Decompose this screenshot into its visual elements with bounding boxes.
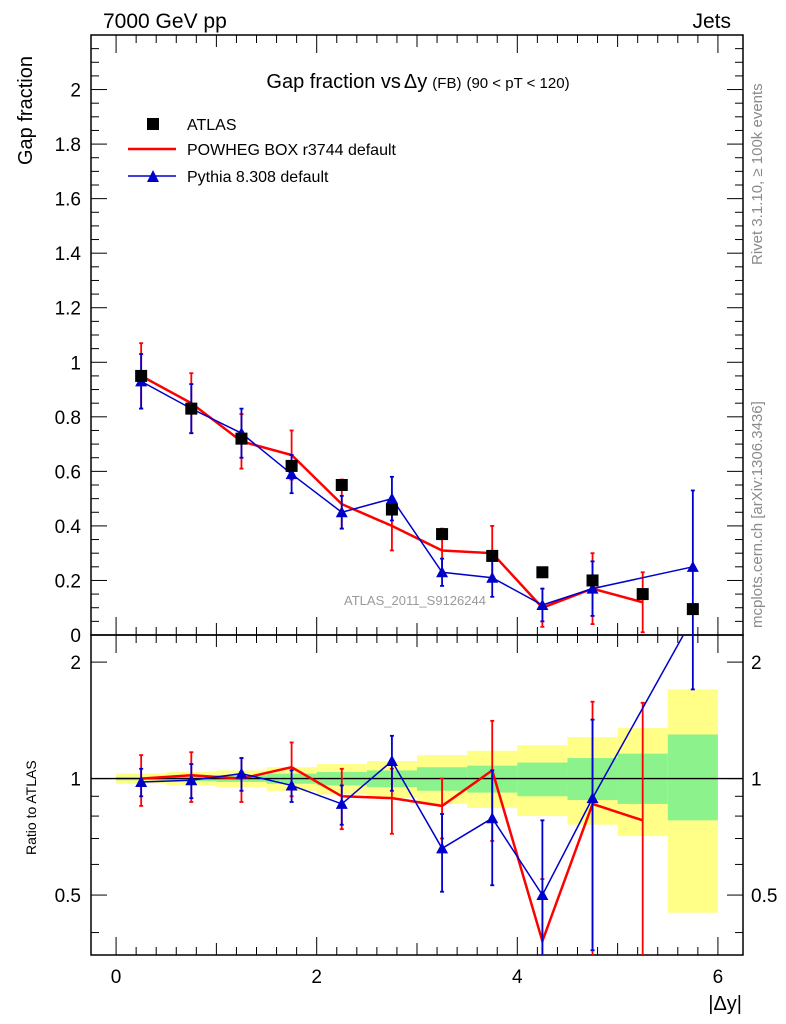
ratio-y-tick-label: 0.5 xyxy=(55,886,81,907)
atlas-data-point xyxy=(385,503,398,516)
category-label: Jets xyxy=(692,10,731,33)
y-tick-label: 1.6 xyxy=(55,190,81,211)
y-tick-label: 1.2 xyxy=(55,299,81,320)
rivet-label: Rivet 3.1.10, ≥ 100k events xyxy=(749,83,766,265)
y-tick-label: 1.4 xyxy=(55,244,82,265)
y-tick-label: 1.8 xyxy=(55,135,81,156)
ratio-powheg-line xyxy=(141,765,644,946)
legend-atlas-marker xyxy=(147,118,159,130)
ratio-pythia-marker xyxy=(185,774,198,786)
ratio-y-tick-label-right: 0.5 xyxy=(751,886,777,907)
atlas-data-point xyxy=(586,574,599,587)
atlas-data-point xyxy=(335,479,348,491)
pythia-marker xyxy=(385,492,398,504)
ratio-inner-band xyxy=(667,734,718,821)
legend-pythia-marker xyxy=(147,170,159,182)
ratio-pythia-marker xyxy=(536,889,549,901)
pythia-marker xyxy=(536,599,549,610)
pythia-marker xyxy=(686,560,699,572)
energy-label: 7000 GeV pp xyxy=(103,10,227,33)
atlas-data-point xyxy=(536,566,549,579)
ratio-y-tick-label: 1 xyxy=(70,770,81,791)
ratio-y-tick-label-right: 2 xyxy=(751,653,762,674)
ratio-pythia-marker xyxy=(135,775,148,787)
y-tick-label: 0.4 xyxy=(55,517,82,538)
ratio-pythia-marker xyxy=(335,797,348,809)
ratio-pythia-marker xyxy=(285,779,298,791)
powheg-line xyxy=(140,374,644,610)
pythia-marker xyxy=(335,506,348,518)
ratio-pythia-marker xyxy=(586,792,599,804)
ratio-y-tick-label-right: 1 xyxy=(751,770,762,791)
title-fb: (FB) xyxy=(432,75,461,92)
x-axis-title: |Δy| xyxy=(708,993,742,1015)
ratio-y-axis-title: Ratio to ATLAS xyxy=(23,760,39,855)
y-tick-label: 0.2 xyxy=(55,571,81,592)
y-tick-label: 2 xyxy=(70,81,81,102)
title-main: Gap fraction vs xyxy=(266,71,401,93)
ratio-inner-band xyxy=(517,762,568,797)
legend-pythia-label: Pythia 8.308 default xyxy=(187,169,329,186)
y-tick-label: 1 xyxy=(70,353,81,374)
atlas-data-point xyxy=(285,459,298,472)
x-tick-label: 6 xyxy=(713,967,724,988)
atlas-data-point xyxy=(636,588,649,601)
title-range: (90 < pT < 120) xyxy=(466,75,569,92)
x-tick-label: 0 xyxy=(111,967,122,988)
legend: ATLAS POWHEG BOX r3744 default Pythia 8.… xyxy=(128,117,397,186)
ratio-pythia-marker xyxy=(486,812,499,824)
atlas-data-point xyxy=(686,603,699,616)
y-tick-label: 0 xyxy=(70,626,81,647)
atlas-data-point xyxy=(235,432,248,445)
ratio-pythia-marker xyxy=(436,842,449,854)
x-tick-label: 4 xyxy=(512,967,523,988)
ratio-y-tick-label: 2 xyxy=(70,653,81,674)
legend-atlas-label: ATLAS xyxy=(187,117,237,134)
legend-powheg-label: POWHEG BOX r3744 default xyxy=(187,142,397,159)
atlas-data-point xyxy=(486,549,499,562)
pythia-marker xyxy=(436,566,449,578)
x-tick-label: 2 xyxy=(311,967,322,988)
mcplots-label: mcplots.cern.ch [arXiv:1306.3436] xyxy=(749,401,766,628)
pythia-marker xyxy=(586,582,599,594)
pythia-marker xyxy=(285,468,298,480)
y-axis-title: Gap fraction xyxy=(15,56,37,165)
y-tick-label: 0.6 xyxy=(55,462,81,483)
atlas-data-point xyxy=(185,402,198,415)
atlas-data-point xyxy=(135,369,148,382)
pythia-marker xyxy=(486,571,499,583)
ratio-pythia-marker xyxy=(235,767,248,779)
atlas-data-point xyxy=(436,528,449,541)
chart-title: Gap fraction vs Δy (FB) (90 < pT < 120) xyxy=(266,71,569,93)
title-variable: Δy xyxy=(404,71,427,93)
analysis-watermark: ATLAS_2011_S9126244 xyxy=(344,593,486,608)
ratio-pythia-marker xyxy=(385,755,398,767)
pythia-line xyxy=(140,380,694,606)
y-tick-label: 0.8 xyxy=(55,408,81,429)
